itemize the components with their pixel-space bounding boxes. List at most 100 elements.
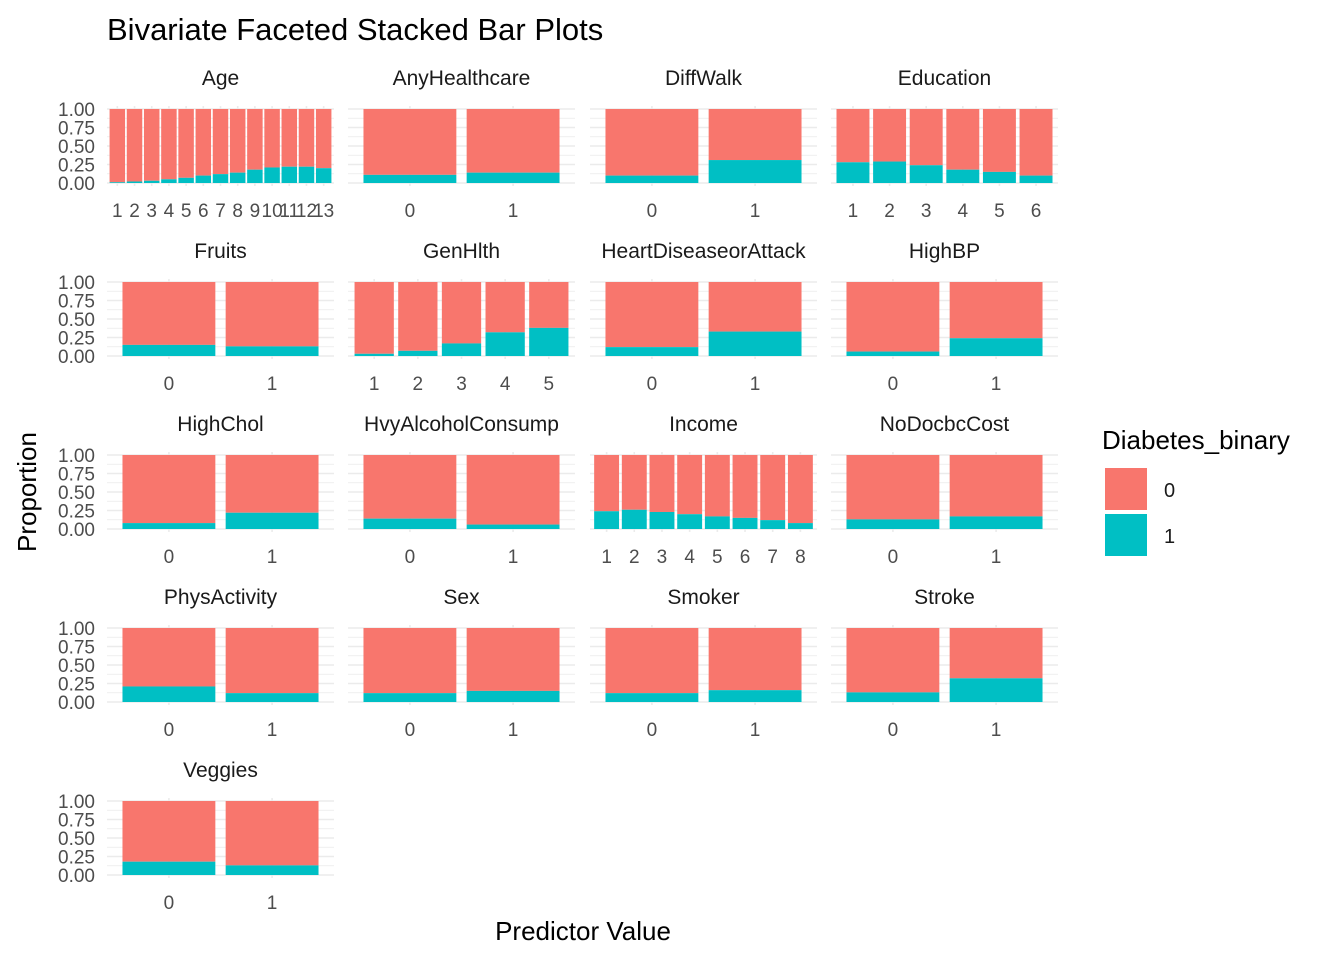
- bar-segment-1: [363, 174, 457, 183]
- bar-segment-1: [946, 169, 980, 183]
- x-tick-label: 1: [267, 374, 278, 395]
- x-tick-label: 7: [215, 201, 226, 222]
- x-tick-label: 1: [112, 201, 123, 222]
- bar-segment-1: [281, 166, 298, 183]
- x-tick-label: 3: [921, 201, 932, 222]
- bar-segment-0: [466, 455, 560, 525]
- bar-segment-0: [649, 455, 675, 512]
- x-tick-label: 6: [1031, 201, 1042, 222]
- y-tick-label: 1.00: [58, 100, 95, 121]
- x-tick-label: 1: [848, 201, 859, 222]
- bar-segment-0: [126, 109, 143, 182]
- bar-segment-0: [949, 628, 1043, 679]
- bar-segment-0: [846, 455, 940, 520]
- facet-strip-label: Smoker: [667, 586, 739, 609]
- bar-segment-0: [247, 109, 263, 170]
- bar-segment-1: [441, 343, 482, 356]
- y-tick-label: 0.75: [58, 465, 95, 486]
- x-tick-label: 1: [750, 720, 761, 741]
- bar-segment-1: [594, 511, 620, 529]
- bar-segment-0: [708, 282, 802, 332]
- bar-segment-0: [363, 109, 457, 175]
- x-tick-label: 0: [405, 547, 416, 568]
- x-tick-label: 1: [267, 720, 278, 741]
- bar-segment-0: [708, 628, 802, 691]
- bar-segment-0: [704, 455, 730, 517]
- bar-segment-0: [212, 109, 229, 175]
- bar-segment-0: [836, 109, 870, 163]
- x-tick-label: 5: [181, 201, 192, 222]
- bar-segment-0: [594, 455, 620, 512]
- bar-segment-0: [846, 282, 940, 352]
- bar-segment-0: [846, 628, 940, 693]
- x-tick-label: 1: [508, 201, 519, 222]
- y-tick-label: 1.00: [58, 273, 95, 294]
- x-tick-label: 10: [262, 201, 283, 222]
- legend-title: Diabetes_binary: [1102, 425, 1290, 455]
- facet-strip-label: Veggies: [183, 759, 258, 782]
- bar-segment-0: [982, 109, 1016, 172]
- facet-HeartDiseaseorAttack: HeartDiseaseorAttack 0 1: [590, 240, 817, 395]
- facet-strip-label: HighChol: [177, 413, 263, 436]
- bar-segment-0: [178, 109, 194, 178]
- bar-segment-0: [225, 282, 319, 347]
- bar-segment-0: [677, 455, 703, 515]
- bar-segment-0: [315, 109, 332, 169]
- bar-segment-0: [621, 455, 647, 510]
- y-axis-label: Proportion: [12, 432, 42, 552]
- bar-segment-0: [363, 628, 457, 694]
- bar-segment-0: [605, 109, 699, 176]
- x-tick-label: 1: [750, 374, 761, 395]
- chart-title: Bivariate Faceted Stacked Bar Plots: [107, 12, 603, 47]
- x-tick-label: 5: [712, 547, 723, 568]
- x-tick-label: 0: [647, 201, 658, 222]
- x-tick-label: 2: [129, 201, 140, 222]
- facet-strip-label: Income: [669, 413, 738, 436]
- facet-strip-label: GenHlth: [423, 240, 500, 263]
- facet-Sex: Sex 0 1: [348, 586, 575, 741]
- y-tick-label: 0.75: [58, 292, 95, 313]
- bar-segment-1: [178, 177, 194, 183]
- facet-Veggies: Veggies 0 1 0.000.250.500.751.00: [58, 759, 334, 914]
- bar-segment-1: [466, 172, 560, 183]
- bar-segment-1: [704, 516, 730, 529]
- y-tick-label: 0.50: [58, 483, 95, 504]
- x-tick-label: 1: [601, 547, 612, 568]
- bar-segment-1: [605, 693, 699, 702]
- bar-segment-0: [225, 455, 319, 513]
- bar-segment-1: [621, 509, 647, 529]
- bar-segment-0: [363, 455, 457, 519]
- bar-segment-1: [225, 346, 319, 356]
- bar-segment-0: [466, 628, 560, 691]
- bar-segment-1: [298, 166, 315, 183]
- bar-segment-1: [122, 523, 216, 529]
- bar-segment-1: [760, 520, 786, 529]
- facet-strip-label: Age: [202, 67, 239, 90]
- facet-NoDocbcCost: NoDocbcCost 0 1: [831, 413, 1058, 568]
- facet-AnyHealthcare: AnyHealthcare 0 1: [348, 67, 575, 222]
- bar-segment-1: [354, 353, 394, 356]
- bar-segment-0: [946, 109, 980, 170]
- y-tick-label: 0.25: [58, 675, 95, 696]
- x-tick-label: 9: [250, 201, 261, 222]
- bar-segment-1: [247, 169, 263, 183]
- x-tick-label: 2: [413, 374, 424, 395]
- facet-strip-label: NoDocbcCost: [880, 413, 1010, 436]
- bar-segment-0: [122, 455, 216, 524]
- bar-segment-1: [846, 692, 940, 702]
- x-tick-label: 4: [958, 201, 969, 222]
- y-tick-label: 0.25: [58, 502, 95, 523]
- bar-segment-0: [398, 282, 438, 351]
- bar-segment-1: [161, 179, 177, 183]
- facet-strip-label: PhysActivity: [164, 586, 278, 609]
- x-tick-label: 0: [405, 201, 416, 222]
- x-tick-label: 6: [198, 201, 209, 222]
- facet-strip-label: HeartDiseaseorAttack: [601, 240, 806, 263]
- bar-segment-0: [605, 628, 699, 694]
- bar-segment-1: [708, 160, 802, 183]
- facet-strip-label: Sex: [443, 586, 480, 609]
- bar-segment-0: [122, 282, 216, 345]
- bar-segment-0: [109, 109, 126, 183]
- bar-segment-0: [485, 282, 525, 333]
- x-tick-label: 6: [740, 547, 751, 568]
